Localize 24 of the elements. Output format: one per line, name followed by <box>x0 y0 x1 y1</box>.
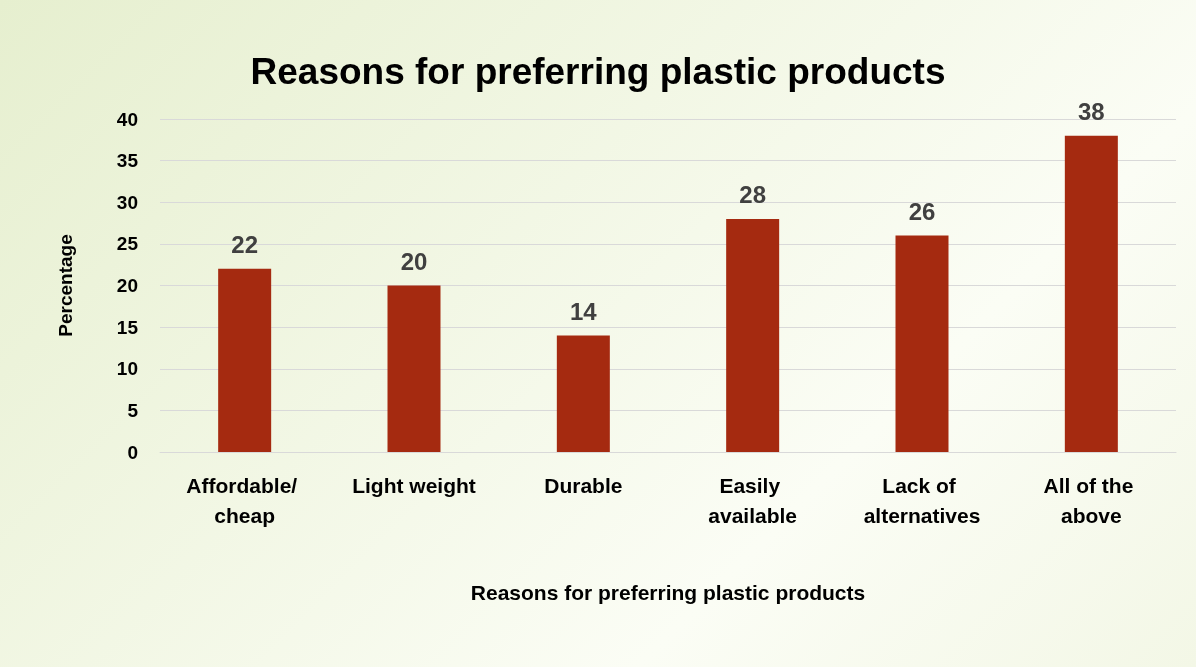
data-label: 14 <box>569 297 598 325</box>
x-tick-label: All of the above <box>1043 473 1140 527</box>
x-tick-label: Affordable/ cheap <box>186 473 303 527</box>
x-tick-label: Easily available <box>708 473 798 527</box>
data-label: 26 <box>908 198 936 226</box>
x-tick-label: Light weight <box>352 473 476 497</box>
y-tick-label: 25 <box>116 233 139 255</box>
data-label: 28 <box>739 181 767 209</box>
data-label: 20 <box>400 248 428 275</box>
y-tick-label: 30 <box>116 191 138 213</box>
data-label: 38 <box>1077 98 1105 126</box>
y-tick-label: 35 <box>116 150 139 172</box>
y-tick-label: 40 <box>116 108 138 130</box>
y-tick-label: 20 <box>116 275 138 296</box>
y-axis-title: Percentage <box>55 234 76 337</box>
x-tick-label: Lack of alternatives <box>863 473 981 527</box>
y-tick-label: 10 <box>116 358 138 380</box>
data-label: 22 <box>231 231 259 259</box>
y-tick-label: 15 <box>116 316 139 338</box>
x-tick-label: Durable <box>544 473 623 497</box>
y-tick-label: 0 <box>127 441 138 463</box>
x-axis-title: Reasons for preferring plastic products <box>470 581 866 604</box>
chart-title: Reasons for preferring plastic products <box>250 51 946 92</box>
y-tick-label: 5 <box>127 399 139 421</box>
